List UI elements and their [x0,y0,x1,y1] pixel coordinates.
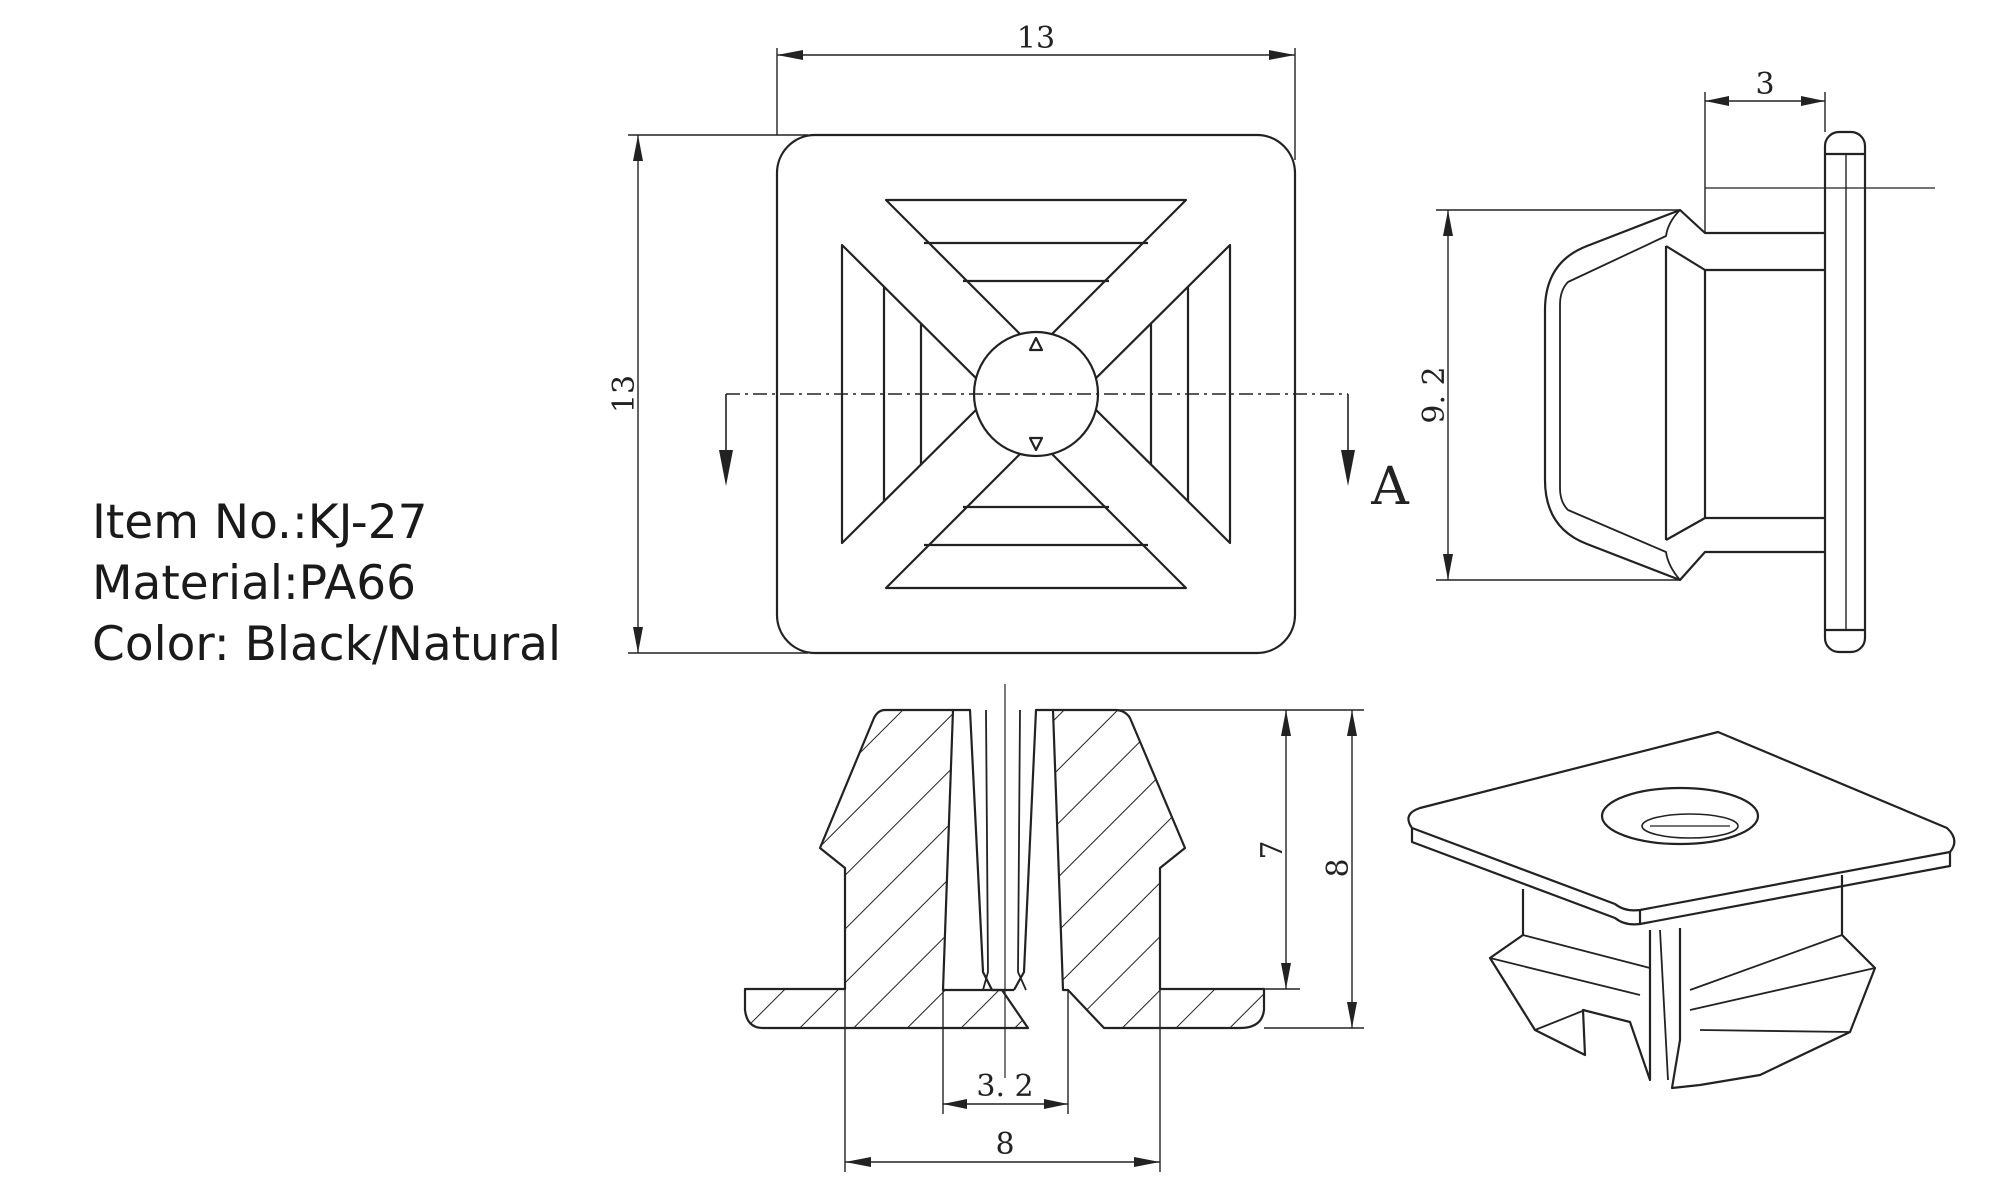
dim-section-inner-label: 7 [1255,840,1290,859]
dim-top-height [628,134,808,654]
dim-section-total-height [1264,709,1364,1029]
iso-hole [1600,786,1760,846]
dim-section-hole-label: 3. 2 [976,1069,1033,1104]
dim-top-width [776,48,1296,160]
dim-side-flange [1704,92,1826,233]
top-triangle [884,198,1188,352]
section-right-half [1051,708,1266,1030]
bottom-triangle [884,436,1188,590]
isometric-view [1407,730,1956,1090]
dim-section-base [844,989,1161,1172]
dim-side-height-label: 9. 2 [1417,366,1452,423]
item-number: Item No.:KJ-27 [92,495,428,550]
spec-block: Item No.:KJ-27 Material:PA66 Color: Blac… [92,492,561,675]
section-left-half [743,708,1030,1030]
material: Material:PA66 [92,556,417,611]
top-view [628,48,1355,655]
side-flange [1823,130,1867,654]
dim-section-inner-height [1115,709,1300,990]
section-view [743,684,1364,1172]
dim-top-height-label: 13 [607,375,642,413]
dim-top-width-label: 13 [1017,21,1055,56]
color: Color: Black/Natural [92,617,562,672]
right-triangle [1078,243,1232,545]
iso-body-left [1488,889,1652,1082]
section-arrow-right [1341,450,1355,486]
section-arrow-left [719,450,733,486]
section-label-a: A [1370,457,1410,517]
iso-plate-top [1407,730,1956,912]
dim-section-total-label: 8 [1321,858,1356,877]
dim-section-hole [942,990,1069,1114]
iso-body-right [1670,875,1877,1090]
dim-side-flange-label: 3 [1755,67,1774,102]
dim-side-height [1436,209,1680,581]
side-view [1436,92,1935,654]
side-body [1543,208,1825,582]
dim-section-base-label: 8 [995,1127,1014,1162]
